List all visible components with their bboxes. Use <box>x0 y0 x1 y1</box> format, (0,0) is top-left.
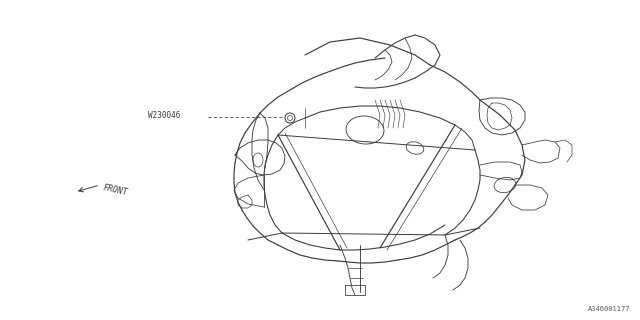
Text: A346001177: A346001177 <box>588 306 630 312</box>
Text: FRONT: FRONT <box>102 183 129 197</box>
Text: W230046: W230046 <box>148 111 180 121</box>
